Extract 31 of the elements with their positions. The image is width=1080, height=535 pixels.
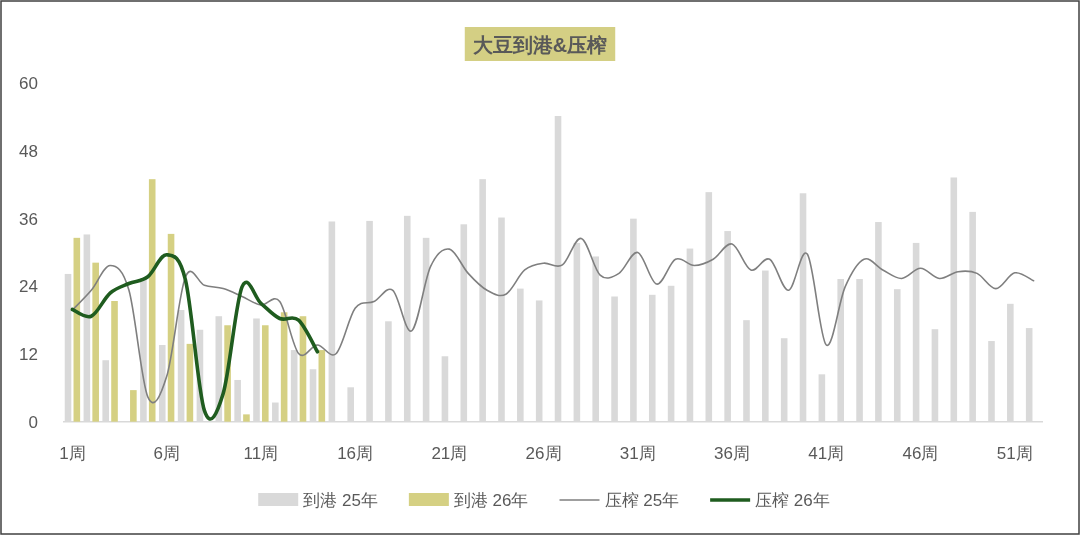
x-tick-label: 51周 [996, 444, 1033, 463]
chart-title: 大豆到港&压榨 [472, 34, 608, 56]
y-tick-label: 36 [19, 209, 38, 229]
bar [318, 350, 326, 422]
legend-label: 到港 26年 [453, 491, 529, 510]
bar [148, 179, 156, 422]
bar [111, 301, 118, 422]
bar [130, 390, 137, 422]
y-tick-label: 48 [19, 141, 38, 161]
bar [261, 325, 269, 422]
x-tick-label: 21周 [431, 444, 468, 463]
bar [92, 262, 99, 422]
x-tick-label: 46周 [902, 444, 939, 463]
y-tick-label: 60 [19, 74, 38, 94]
legend-label: 压榨 26年 [755, 491, 830, 510]
x-tick-label: 6周 [153, 444, 180, 463]
x-tick-label: 11周 [243, 444, 279, 463]
bar [186, 343, 194, 422]
y-tick-label: 24 [19, 277, 38, 297]
legend-label: 压榨 25年 [604, 491, 680, 510]
x-tick-label: 31周 [619, 444, 656, 463]
x-tick-label: 41周 [808, 444, 845, 463]
x-tick-label: 26周 [525, 444, 562, 463]
y-tick-label: 0 [28, 412, 38, 432]
legend-label: 到港 25年 [303, 491, 378, 510]
bar [243, 414, 250, 422]
y-tick-label: 12 [19, 345, 38, 365]
x-tick-label: 1周 [59, 444, 86, 463]
x-tick-label: 36周 [714, 444, 750, 463]
x-tick-label: 16周 [337, 444, 374, 463]
title: 大豆到港&压榨 [464, 27, 616, 61]
